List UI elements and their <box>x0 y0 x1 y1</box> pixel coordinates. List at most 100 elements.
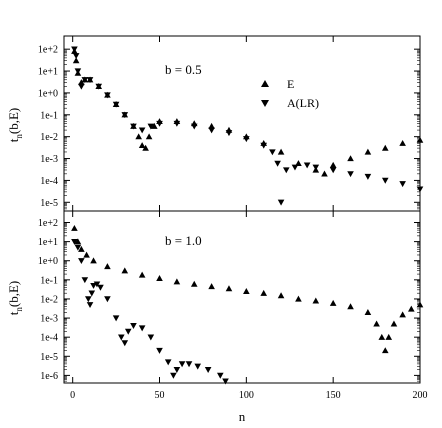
top-alr-point-21 <box>274 160 281 167</box>
top-e-point-27 <box>329 161 337 168</box>
bottom-e-point-4 <box>90 257 97 264</box>
top-alr-point-31 <box>399 181 406 188</box>
bottom-alr-point-9 <box>97 284 104 291</box>
bottom-alr-point-25 <box>204 367 212 373</box>
bottom-ytick-label-6: 1e-4 <box>40 333 58 344</box>
bottom-alr-point-15 <box>130 323 137 329</box>
top-y-axis-title: tn(b,E) <box>6 108 24 142</box>
top-alr-point-27 <box>329 167 337 174</box>
bottom-e-point-17 <box>312 297 320 304</box>
bottom-e-point-7 <box>138 271 146 278</box>
top-alr-point-7 <box>104 92 111 99</box>
bottom-alr-point-2 <box>78 258 85 265</box>
top-y-axis: 1e+2 1e+1 1e+0 1e-1 1e-2 1e-3 1e-4 1e-5 <box>38 36 421 212</box>
top-e-point-31 <box>399 139 406 146</box>
xtick-label-0: 0 <box>70 390 75 401</box>
bottom-e-point-12 <box>225 285 233 292</box>
top-ytick-label-2: 1e+0 <box>38 88 58 99</box>
top-alr-point-11 <box>138 127 146 134</box>
bottom-ytick-label-8: 1e-6 <box>40 371 58 382</box>
bottom-alr-point-16 <box>138 325 146 332</box>
bottom-e-point-10 <box>190 280 198 287</box>
bottom-alr-point-18 <box>156 347 163 354</box>
top-alr-point-12 <box>147 123 155 130</box>
top-alr-point-26 <box>312 164 320 171</box>
top-e-point-3 <box>78 79 85 86</box>
svg-text:tn(b,E): tn(b,E) <box>6 281 24 315</box>
top-e-point-12 <box>138 142 146 149</box>
top-alr-point-28 <box>347 171 354 178</box>
bottom-e-point-6 <box>121 267 129 274</box>
legend: E A(LR) <box>261 77 319 110</box>
top-alr-point-23 <box>282 167 290 174</box>
bottom-ytick-label-5: 1e-3 <box>40 314 58 325</box>
top-alr-point-29 <box>364 173 372 180</box>
bottom-ytick-label-0: 1e+2 <box>38 218 58 229</box>
bottom-e-point-0 <box>71 224 78 231</box>
xtick-label-3: 150 <box>326 390 341 401</box>
top-alr-point-13 <box>156 120 163 127</box>
bottom-alr-point-0 <box>71 238 78 245</box>
bottom-alr-point-10 <box>104 296 111 303</box>
bottom-e-point-28 <box>416 301 424 308</box>
top-ytick-label-1: 1e+1 <box>38 67 58 78</box>
top-e-point-13 <box>142 144 149 151</box>
top-ytick-label-4: 1e-2 <box>40 132 58 143</box>
top-e-point-11 <box>135 133 142 140</box>
xtick-label-4: 200 <box>413 390 428 401</box>
bottom-alr-point-4 <box>85 296 92 303</box>
top-alr-point-14 <box>173 120 181 127</box>
legend-label-e: E <box>287 77 294 91</box>
top-alr-point-4 <box>81 77 89 84</box>
top-e-point-15 <box>151 122 158 129</box>
top-alr-point-20 <box>269 149 276 156</box>
top-e-point-14 <box>145 133 153 140</box>
bottom-alr-point-5 <box>86 302 94 309</box>
bottom-e-point-25 <box>390 320 398 327</box>
xtick-label-2: 100 <box>239 390 254 401</box>
top-alr-point-16 <box>208 127 215 134</box>
bottom-e-point-8 <box>156 275 163 281</box>
svg-text:tn(b,E): tn(b,E) <box>6 108 24 142</box>
top-alr-point-6 <box>95 83 103 90</box>
bottom-alr-point-23 <box>185 361 193 368</box>
bottom-alr-point-27 <box>222 378 229 385</box>
bottom-e-point-14 <box>260 289 268 296</box>
top-e-point-30 <box>381 144 389 151</box>
bottom-e-point-22 <box>378 333 386 340</box>
bottom-alr-point-12 <box>118 334 125 341</box>
bottom-ytick-label-1: 1e+1 <box>38 237 58 248</box>
top-ytick-label-6: 1e-4 <box>40 176 58 187</box>
bottom-alr-point-3 <box>81 277 89 284</box>
top-e-point-32 <box>416 136 424 143</box>
bottom-e-point-18 <box>329 299 337 306</box>
top-panel-series <box>71 46 424 206</box>
legend-marker-e <box>261 80 269 87</box>
bottom-alr-point-11 <box>112 315 120 322</box>
top-e-point-26 <box>321 170 328 177</box>
bottom-alr-point-24 <box>194 363 202 370</box>
top-alr-point-1 <box>72 53 80 60</box>
bottom-ytick-label-3: 1e-1 <box>40 275 58 286</box>
legend-label-alr: A(LR) <box>287 96 319 110</box>
top-alr-point-5 <box>86 77 94 84</box>
bottom-e-point-20 <box>364 309 372 315</box>
top-e-point-24 <box>295 160 302 167</box>
top-alr-point-32 <box>416 186 424 193</box>
top-alr-point-9 <box>121 112 129 119</box>
xtick-label-1: 50 <box>155 390 165 401</box>
bottom-annotation: b = 1.0 <box>165 233 202 248</box>
bottom-e-point-23 <box>381 347 389 354</box>
bottom-y-axis: 1e+2 1e+1 1e+0 1e-1 1e-2 1e-3 1e-4 1e-5 1e-6 <box>38 211 421 384</box>
bottom-e-point-9 <box>173 278 181 285</box>
top-alr-point-17 <box>225 130 233 137</box>
bottom-alr-point-20 <box>170 372 177 379</box>
top-alr-point-3 <box>78 83 85 90</box>
bottom-alr-point-6 <box>88 290 96 297</box>
top-ytick-label-3: 1e-1 <box>40 110 58 121</box>
top-alr-point-24 <box>291 164 299 171</box>
top-alr-point-25 <box>303 162 311 169</box>
top-annotation: b = 0.5 <box>165 62 202 77</box>
bottom-alr-point-22 <box>178 361 186 368</box>
top-alr-point-22 <box>277 199 285 206</box>
